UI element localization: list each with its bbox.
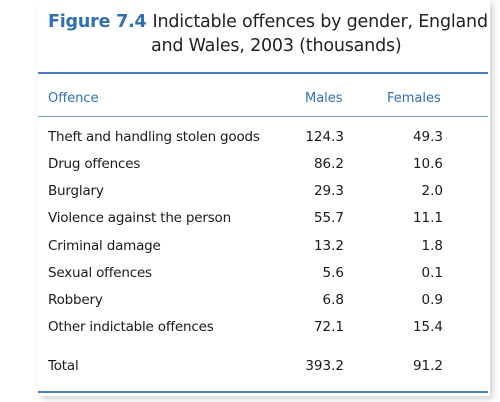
table-row: Sexual offences 5.6 0.1: [48, 263, 488, 283]
total-label: Total: [48, 358, 79, 374]
table-row: Other indictable offences 72.1 15.4: [48, 317, 488, 337]
table-row: Criminal damage 13.2 1.8: [48, 236, 488, 256]
row-females: 15.4: [412, 319, 443, 335]
row-females: 0.9: [421, 292, 443, 308]
figure-panel: [38, 0, 490, 396]
table-row: Violence against the person 55.7 11.1: [48, 208, 488, 228]
row-females: 49.3: [412, 129, 443, 145]
row-males: 124.3: [305, 129, 344, 145]
row-offence: Sexual offences: [48, 265, 152, 281]
figure-label: Figure 7.4: [48, 12, 147, 32]
table-row: Drug offences 86.2 10.6: [48, 154, 488, 174]
header-offence: Offence: [48, 91, 99, 106]
row-males: 29.3: [313, 183, 344, 199]
row-males: 6.8: [322, 292, 344, 308]
row-offence: Burglary: [48, 183, 104, 199]
row-offence: Theft and handling stolen goods: [48, 129, 260, 145]
figure-title-line1: Indictable offences by gender, England: [152, 12, 489, 32]
row-males: 86.2: [313, 156, 344, 172]
header-males: Males: [305, 91, 343, 106]
row-offence: Drug offences: [48, 156, 141, 172]
row-females: 11.1: [412, 210, 443, 226]
header-females: Females: [387, 91, 441, 106]
total-row: Total 393.2 91.2: [48, 356, 488, 376]
row-males: 55.7: [313, 210, 344, 226]
row-offence: Criminal damage: [48, 238, 161, 254]
row-females: 0.1: [421, 265, 443, 281]
row-males: 72.1: [313, 319, 344, 335]
table-row: Robbery 6.8 0.9: [48, 290, 488, 310]
row-females: 10.6: [412, 156, 443, 172]
row-females: 1.8: [421, 238, 443, 254]
table-row: Theft and handling stolen goods 124.3 49…: [48, 127, 488, 147]
row-offence: Robbery: [48, 292, 103, 308]
row-offence: Other indictable offences: [48, 319, 214, 335]
bottom-rule: [38, 391, 488, 393]
figure-title-line2: and Wales, 2003 (thousands): [151, 36, 402, 56]
total-females: 91.2: [412, 358, 443, 374]
row-males: 13.2: [313, 238, 344, 254]
table-row: Burglary 29.3 2.0: [48, 181, 488, 201]
total-males: 393.2: [305, 358, 344, 374]
header-rule: [38, 116, 488, 117]
row-females: 2.0: [421, 183, 443, 199]
figure-caption: Figure 7.4 Indictable offences by gender,…: [48, 10, 488, 58]
row-offence: Violence against the person: [48, 210, 231, 226]
row-males: 5.6: [322, 265, 344, 281]
top-rule: [38, 72, 488, 74]
